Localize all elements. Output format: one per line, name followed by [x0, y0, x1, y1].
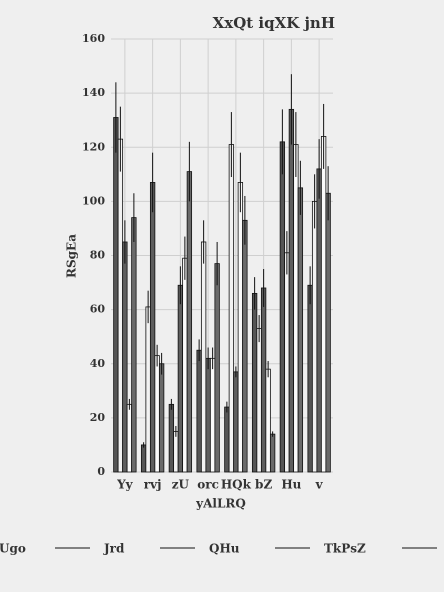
y-tick-label: 0 [97, 465, 105, 478]
bar [158, 363, 165, 473]
bar [288, 108, 295, 473]
y-tick-label: 140 [82, 86, 105, 99]
bar [149, 182, 156, 473]
bar [122, 241, 128, 473]
bar [228, 144, 235, 473]
bar [279, 141, 286, 473]
x-tick-label: Hu [281, 478, 301, 492]
bar [205, 357, 211, 473]
x-tick-label: v [315, 478, 324, 492]
bar [154, 355, 160, 473]
bar [233, 371, 239, 473]
x-axis-label: yAlLRQ [195, 497, 246, 511]
y-tick-label: 80 [90, 249, 106, 262]
x-tick-label: orc [197, 478, 219, 492]
bar [256, 328, 262, 473]
legend-label: TkPsZ [324, 542, 366, 556]
chart-title: XxQt iqXK jnH [213, 14, 335, 32]
bar [307, 284, 313, 473]
x-tick-label: bZ [255, 478, 272, 492]
legend-label: Ugo [0, 542, 26, 556]
bar [311, 200, 318, 473]
bar [140, 444, 147, 473]
bar [126, 403, 133, 473]
y-tick-label: 120 [82, 140, 105, 153]
bar [251, 292, 258, 473]
bar [113, 117, 119, 473]
bar [242, 219, 248, 473]
bar [196, 349, 202, 473]
legend-label: Jrd [103, 542, 125, 556]
bar [269, 433, 276, 473]
bar [168, 403, 175, 473]
x-tick-label: zU [172, 478, 190, 492]
bar [284, 252, 290, 473]
bar [260, 287, 267, 473]
bar [214, 263, 220, 473]
legend-label: QHu [209, 542, 240, 556]
bar [186, 171, 193, 473]
x-tick-label: rvj [144, 478, 162, 492]
bar [173, 431, 179, 473]
bar [177, 284, 184, 473]
y-axis-label: RSgEa [65, 234, 79, 278]
x-tick-label: Yy [116, 478, 134, 492]
bar [297, 187, 304, 473]
bar [325, 192, 331, 473]
bar [200, 241, 207, 473]
bar [145, 306, 151, 473]
y-tick-label: 160 [82, 32, 105, 45]
bar [237, 182, 244, 473]
y-tick-label: 20 [90, 411, 106, 424]
bar [131, 217, 137, 473]
y-tick-label: 60 [90, 303, 106, 316]
bar [182, 257, 188, 473]
bar [265, 368, 271, 473]
bar [293, 144, 299, 473]
bar [224, 406, 230, 473]
bar [320, 136, 327, 473]
bar [117, 138, 124, 473]
x-tick-label: HQk [221, 478, 252, 492]
bar [209, 357, 216, 473]
y-tick-label: 100 [82, 194, 105, 207]
y-tick-label: 40 [90, 357, 106, 370]
bar [316, 168, 322, 473]
